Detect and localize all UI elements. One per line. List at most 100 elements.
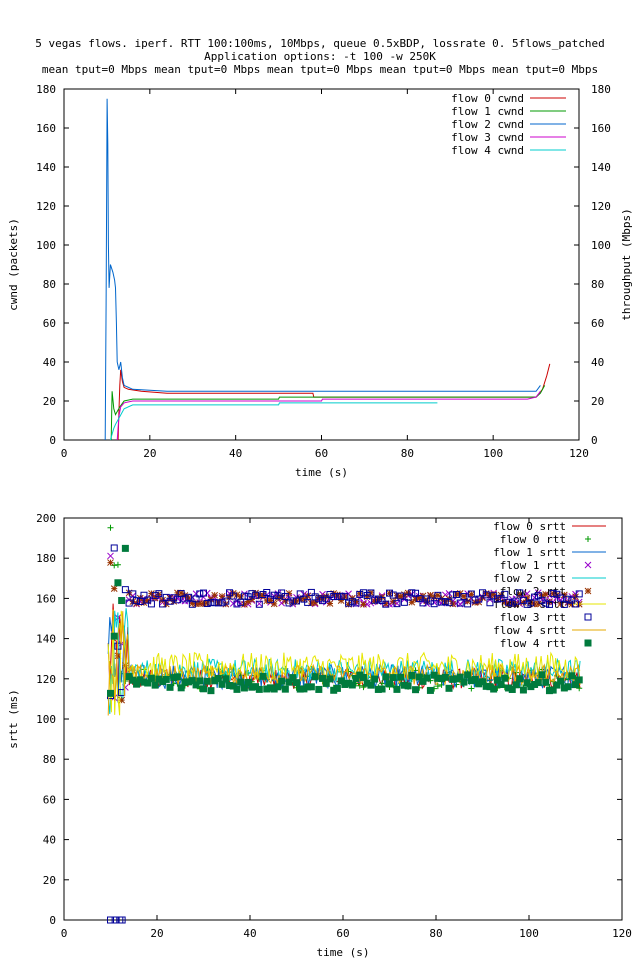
data-point-flow-2-rtt — [311, 599, 319, 607]
data-point-flow-3-rtt — [356, 590, 364, 598]
data-point-flow-2-rtt — [441, 598, 449, 606]
data-point-flow-3-rtt — [560, 600, 568, 608]
data-point-flow-4-rtt — [319, 674, 327, 682]
data-point-zero — [111, 916, 119, 924]
data-point-flow-3-rtt — [270, 591, 278, 599]
srtt-chart: 0 20 40 60 80 100 120 0 20 40 60 80 100 120 140 160 180 2… — [7, 512, 632, 959]
data-point-flow-3-rtt — [147, 600, 155, 608]
data-point-flow-3-rtt — [557, 594, 565, 602]
cwnd-y-tick-label: 100 — [36, 239, 56, 252]
data-point-flow-3-rtt — [482, 591, 490, 599]
data-point-flow-4-rtt — [538, 671, 546, 679]
data-point-flow-3-rtt — [415, 595, 423, 603]
data-point-flow-2-rtt — [114, 652, 122, 660]
series-flow-3-srtt — [107, 609, 581, 716]
data-point-flow-4-rtt — [233, 685, 241, 693]
data-point-flow-3-rtt — [449, 591, 457, 599]
data-point-flow-2-rtt — [334, 591, 341, 599]
data-point-flow-2-rtt — [278, 593, 285, 601]
data-point-flow-4-rtt — [572, 681, 579, 689]
data-point-flow-2-rtt — [177, 589, 185, 597]
data-point-flow-3-rtt — [229, 592, 237, 600]
data-point-flow-2-rtt — [482, 590, 490, 597]
data-point-flow-3-rtt — [475, 595, 483, 603]
data-point-flow-3-rtt — [162, 593, 170, 601]
data-point-flow-4-rtt — [207, 687, 215, 695]
data-point-flow-2-rtt — [162, 600, 170, 608]
data-point-flow-3-rtt — [542, 599, 550, 607]
legend-label-flow-0-srtt: flow 0 srtt — [493, 520, 566, 533]
data-point-flow-2-rtt — [304, 592, 312, 600]
srtt-x-tick-label: 0 — [61, 927, 68, 940]
data-point-flow-2-rtt — [538, 592, 546, 599]
data-point-flow-4-rtt — [147, 674, 155, 682]
data-point-flow-3-rtt — [266, 595, 274, 603]
data-point-flow-3-rtt — [136, 597, 144, 605]
data-point-flow-2-rtt — [471, 599, 479, 606]
data-point-flow-3-rtt — [125, 599, 133, 607]
data-point-flow-4-rtt — [114, 579, 122, 587]
data-point-flow-2-rtt — [527, 598, 535, 606]
data-point-flow-3-rtt — [516, 589, 524, 597]
srtt-y-axis-label: srtt (ms) — [7, 689, 20, 749]
cwnd-y-tick-label: 20 — [43, 395, 56, 408]
data-point-flow-3-rtt — [523, 600, 531, 608]
legend-label-flow-0-rtt: flow 0 rtt — [500, 533, 566, 546]
series-flow-3-rtt — [107, 544, 583, 700]
data-point-flow-3-rtt — [441, 598, 449, 606]
data-point-flow-0-rtt — [434, 683, 441, 690]
data-point-flow-3-rtt — [233, 600, 241, 608]
data-point-flow-2-rtt — [367, 589, 375, 597]
data-point-flow-4-rtt — [278, 677, 286, 685]
data-point-flow-4-rtt — [423, 674, 431, 682]
data-point-flow-2-rtt — [423, 597, 431, 605]
data-point-flow-4-rtt — [456, 673, 464, 681]
data-point-flow-3-rtt — [155, 590, 163, 598]
data-point-flow-4-rtt — [218, 680, 226, 688]
data-point-flow-4-rtt — [333, 684, 341, 692]
data-point-flow-3-rtt — [281, 592, 289, 600]
legend-swatch-flow-2-rtt — [584, 587, 592, 595]
data-point-flow-3-rtt — [218, 599, 226, 607]
data-point-flow-4-rtt — [564, 683, 572, 691]
data-point-flow-3-rtt — [311, 593, 319, 601]
data-point-flow-0-rtt — [107, 524, 114, 531]
legend-label-flow-4-cwnd: flow 4 cwnd — [451, 144, 524, 157]
data-point-flow-2-rtt — [360, 600, 367, 608]
data-point-flow-2-rtt — [479, 594, 486, 602]
data-point-flow-2-rtt — [174, 589, 181, 597]
series-line-flow-2-cwnd — [104, 98, 541, 441]
data-point-flow-2-rtt — [155, 591, 163, 598]
data-point-flow-2-rtt — [125, 589, 133, 597]
data-point-flow-3-rtt — [181, 595, 189, 603]
data-point-flow-4-rtt — [426, 686, 434, 694]
cwnd-x-tick-label: 40 — [229, 447, 242, 460]
data-point-flow-2-rtt — [408, 598, 416, 606]
data-point-flow-2-rtt — [434, 591, 442, 599]
srtt-x-axis-label: time (s) — [317, 946, 370, 959]
data-point-flow-2-rtt — [226, 593, 233, 601]
srtt-x-tick-label: 120 — [612, 927, 632, 940]
data-point-flow-3-rtt — [240, 592, 248, 600]
data-point-flow-3-rtt — [248, 590, 256, 598]
data-point-flow-3-rtt — [397, 592, 405, 600]
data-point-flow-3-rtt — [307, 588, 315, 596]
data-point-flow-2-rtt — [508, 600, 516, 608]
data-point-flow-4-rtt — [378, 685, 386, 693]
data-point-flow-2-rtt — [144, 597, 152, 604]
cwnd-y2-tick-label: 80 — [591, 278, 604, 291]
data-point-flow-2-rtt — [211, 591, 219, 599]
data-point-flow-2-rtt — [501, 598, 509, 606]
data-point-flow-2-rtt — [200, 600, 207, 607]
data-point-flow-4-rtt — [501, 674, 509, 682]
data-point-flow-1-rtt — [445, 590, 453, 597]
data-point-flow-3-rtt — [237, 598, 245, 606]
data-point-flow-4-rtt — [408, 671, 416, 679]
data-point-flow-3-rtt — [367, 589, 375, 597]
data-point-flow-3-rtt — [170, 594, 178, 602]
data-point-flow-4-rtt — [203, 677, 211, 685]
data-point-flow-2-rtt — [497, 591, 505, 599]
data-point-flow-3-rtt — [575, 590, 583, 598]
srtt-x-tick-label: 100 — [519, 927, 539, 940]
